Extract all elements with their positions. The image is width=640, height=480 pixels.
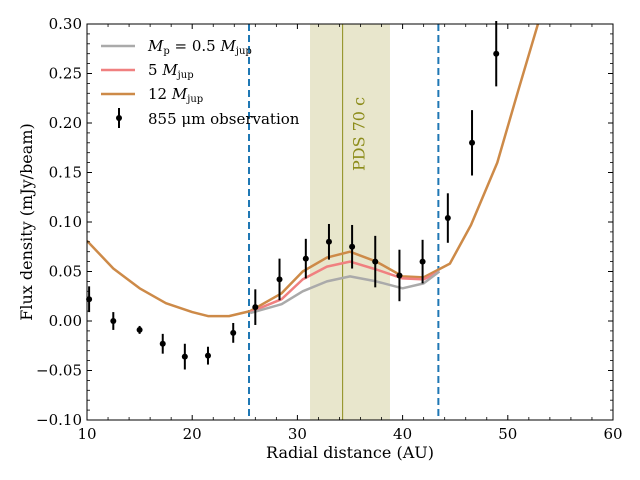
- y-tick-label: 0.25: [49, 65, 82, 83]
- observations-layer: [86, 21, 500, 370]
- legend-label-12-mjup: 12 Mjup: [148, 85, 203, 105]
- observation-point: [181, 343, 188, 370]
- x-tick-label: 40: [393, 425, 412, 443]
- curve-5-mjup: [249, 260, 440, 314]
- model-curves-layer: [87, 24, 540, 318]
- observation-point: [86, 286, 93, 313]
- vertical-lines-layer: [248, 24, 440, 420]
- pds70c-annotation: PDS 70 c: [350, 97, 369, 171]
- pds70c-shaded-band: [310, 24, 390, 420]
- legend: Mp = 0.5 Mjup 5 Mjup 12 Mjup 855 μm obse…: [101, 37, 300, 128]
- curve-12-mjup: [87, 24, 540, 318]
- x-axis-label: Radial distance (AU): [266, 443, 434, 462]
- axes-layer: 10 20 30 40 50 60 −0.10 −0.05 0.00 0.05 0.10 0.15 0.…: [36, 15, 623, 443]
- legend-marker-observation: [116, 108, 122, 128]
- y-tick-label: 0.30: [49, 15, 82, 33]
- y-tick-label: −0.05: [36, 362, 82, 380]
- y-tick-label: 0.00: [49, 312, 82, 330]
- x-tick-label: 50: [498, 425, 517, 443]
- observation-point: [276, 258, 283, 301]
- y-tick-label: 0.15: [49, 164, 82, 182]
- observation-point: [302, 238, 309, 279]
- observation-point: [372, 235, 379, 288]
- observation-point: [325, 223, 332, 260]
- x-tick-label: 10: [77, 425, 96, 443]
- observation-point: [469, 110, 476, 176]
- observation-point: [444, 193, 451, 243]
- y-tick-label: 0.20: [49, 114, 82, 132]
- observation-point: [230, 322, 237, 343]
- y-tick-label: 0.10: [49, 213, 82, 231]
- x-tick-label: 30: [288, 425, 307, 443]
- observation-point: [159, 333, 166, 354]
- x-tick-label: 20: [183, 425, 202, 443]
- curve-mp-0.5-mjup: [249, 270, 441, 315]
- y-tick-label: 0.05: [49, 263, 82, 281]
- observation-point: [110, 312, 117, 330]
- observation-point: [493, 21, 500, 87]
- observation-point: [136, 325, 143, 334]
- observation-point: [204, 346, 211, 365]
- y-axis-label: Flux density (mJy/beam): [17, 123, 36, 320]
- observation-point: [419, 239, 426, 284]
- y-tick-label: −0.10: [36, 411, 82, 429]
- legend-label-0.5-mjup: Mp = 0.5 Mjup: [147, 37, 252, 57]
- observation-point: [349, 224, 356, 269]
- legend-label-5-mjup: 5 Mjup: [148, 61, 194, 81]
- observation-point: [252, 289, 259, 325]
- x-tick-label: 60: [603, 425, 622, 443]
- observation-point: [396, 249, 403, 302]
- legend-label-observation: 855 μm observation: [148, 110, 300, 128]
- shaded-region-layer: [310, 24, 390, 420]
